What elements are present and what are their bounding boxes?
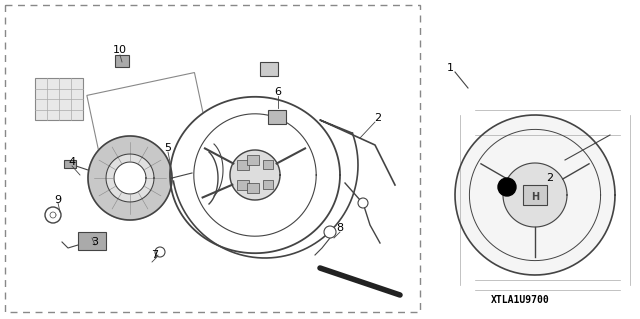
Bar xyxy=(523,185,547,205)
Circle shape xyxy=(324,226,336,238)
Circle shape xyxy=(358,198,368,208)
Polygon shape xyxy=(88,136,172,220)
Bar xyxy=(268,110,286,124)
Circle shape xyxy=(45,207,61,223)
Circle shape xyxy=(155,247,165,257)
Circle shape xyxy=(498,178,516,196)
Polygon shape xyxy=(230,150,280,200)
Text: 3: 3 xyxy=(92,237,99,247)
Text: 1: 1 xyxy=(447,63,454,73)
Bar xyxy=(263,180,273,189)
Polygon shape xyxy=(455,115,615,275)
Polygon shape xyxy=(114,162,146,194)
Bar xyxy=(115,55,129,67)
Bar xyxy=(237,180,249,190)
Bar xyxy=(263,160,273,169)
Bar xyxy=(64,160,76,168)
Polygon shape xyxy=(503,163,567,227)
Polygon shape xyxy=(87,72,213,183)
Text: 2: 2 xyxy=(547,173,554,183)
Bar xyxy=(247,155,259,165)
Polygon shape xyxy=(170,97,340,253)
Bar xyxy=(5,5,420,312)
Text: H: H xyxy=(531,192,539,202)
Bar xyxy=(237,160,249,170)
Text: 5: 5 xyxy=(164,143,172,153)
Text: 9: 9 xyxy=(54,195,61,205)
Polygon shape xyxy=(106,154,154,202)
Text: 4: 4 xyxy=(68,157,76,167)
Text: 7: 7 xyxy=(152,250,159,260)
Text: XTLA1U9700: XTLA1U9700 xyxy=(491,295,549,305)
Bar xyxy=(35,78,83,120)
Text: 10: 10 xyxy=(113,45,127,55)
Bar xyxy=(78,232,106,250)
Text: 6: 6 xyxy=(275,87,282,97)
Text: 2: 2 xyxy=(374,113,381,123)
Text: 8: 8 xyxy=(337,223,344,233)
Bar xyxy=(260,62,278,76)
Bar xyxy=(247,183,259,193)
